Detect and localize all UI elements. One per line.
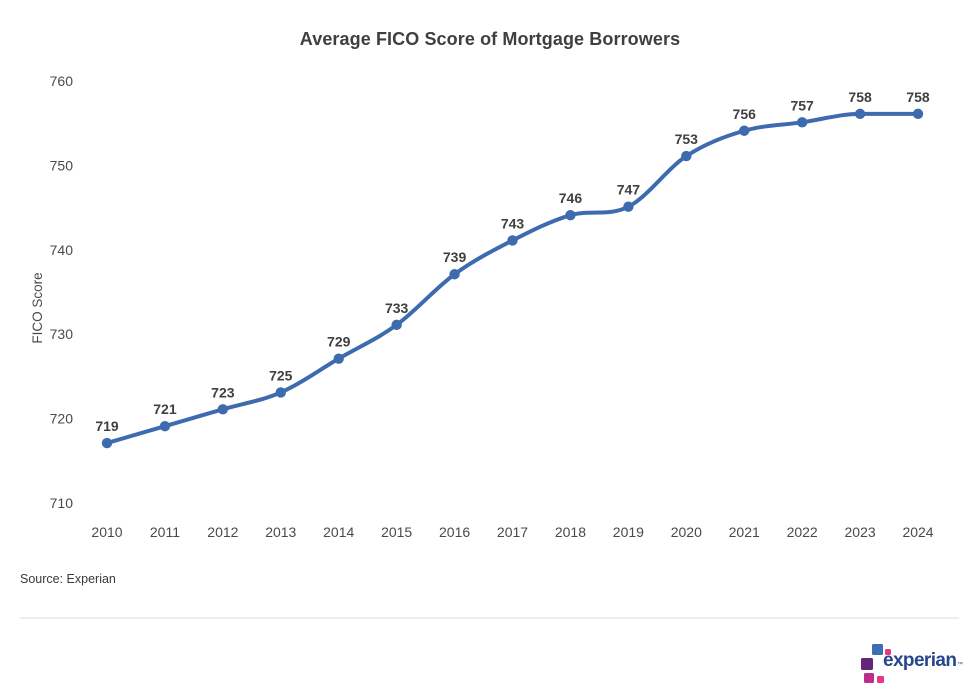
y-axis-title: FICO Score [30, 272, 45, 343]
data-label: 725 [269, 367, 293, 383]
x-tick-label: 2011 [150, 524, 180, 540]
y-tick-label: 740 [50, 242, 74, 258]
data-point [912, 108, 924, 120]
x-tick-label: 2021 [729, 524, 760, 540]
x-tick-label: 2017 [497, 524, 528, 540]
data-label: 723 [211, 384, 235, 400]
data-point [739, 125, 750, 136]
data-label: 719 [95, 418, 119, 434]
data-label: 729 [327, 334, 351, 350]
x-tick-label: 2019 [613, 524, 644, 540]
x-tick-label: 2020 [671, 524, 702, 540]
x-tick-label: 2012 [207, 524, 238, 540]
data-label: 746 [559, 190, 583, 206]
experian-logo: experian ™ [860, 642, 978, 688]
data-point [333, 353, 344, 364]
x-tick-label: 2016 [439, 524, 470, 540]
logo-square-icon [864, 673, 874, 683]
data-point [101, 437, 113, 449]
data-point [796, 117, 808, 128]
x-tick-label: 2013 [265, 524, 296, 540]
footer-divider [20, 617, 959, 619]
x-tick-label: 2015 [381, 524, 412, 540]
data-point [275, 387, 286, 398]
experian-wordmark: experian [883, 650, 957, 671]
data-point [854, 108, 866, 120]
data-label: 743 [501, 215, 525, 231]
data-point [391, 319, 402, 331]
trademark-symbol: ™ [957, 662, 963, 668]
data-label: 758 [906, 89, 930, 105]
data-point [449, 269, 460, 280]
x-tick-label: 2024 [902, 524, 933, 540]
x-tick-label: 2018 [555, 524, 586, 540]
data-point [623, 201, 634, 212]
data-label: 758 [848, 89, 872, 105]
x-tick-label: 2010 [91, 524, 122, 540]
data-label: 733 [385, 300, 409, 316]
data-label: 756 [733, 106, 757, 122]
y-tick-label: 760 [50, 73, 74, 89]
data-label: 747 [617, 182, 641, 198]
source-attribution: Source: Experian [20, 572, 116, 586]
logo-square-icon [877, 676, 884, 683]
y-tick-label: 750 [50, 157, 74, 173]
data-label: 757 [790, 97, 814, 113]
data-label: 753 [675, 131, 699, 147]
y-axis-tick-labels: 710 720 730 740 750 760 [50, 73, 74, 511]
data-label: 721 [153, 401, 177, 417]
logo-square-icon [872, 644, 883, 655]
data-point [565, 209, 576, 221]
chart-title: Average FICO Score of Mortgage Borrowers [299, 29, 681, 49]
y-tick-label: 720 [50, 411, 74, 427]
fico-score-line-chart: 710 720 730 740 750 760 FICO Score 2010 2011 2012… [30, 73, 934, 540]
logo-square-icon [861, 658, 873, 670]
y-tick-label: 710 [50, 495, 74, 511]
data-point [507, 235, 518, 246]
x-axis-tick-labels: 2010 2011 2012 2013 2014 2015 2016 2017 2018 2019… [91, 524, 933, 540]
data-labels: 719 721 723 725 729 733 739 743 746 747 753 756 757 7… [95, 89, 930, 434]
data-label: 739 [443, 249, 467, 265]
data-points [101, 108, 924, 449]
data-point [159, 420, 171, 432]
y-tick-label: 730 [50, 326, 74, 342]
logo-square-icon [885, 649, 891, 655]
x-tick-label: 2014 [323, 524, 354, 540]
x-tick-label: 2023 [845, 524, 876, 540]
data-point [217, 404, 229, 415]
data-point [681, 150, 692, 162]
x-tick-label: 2022 [787, 524, 818, 540]
